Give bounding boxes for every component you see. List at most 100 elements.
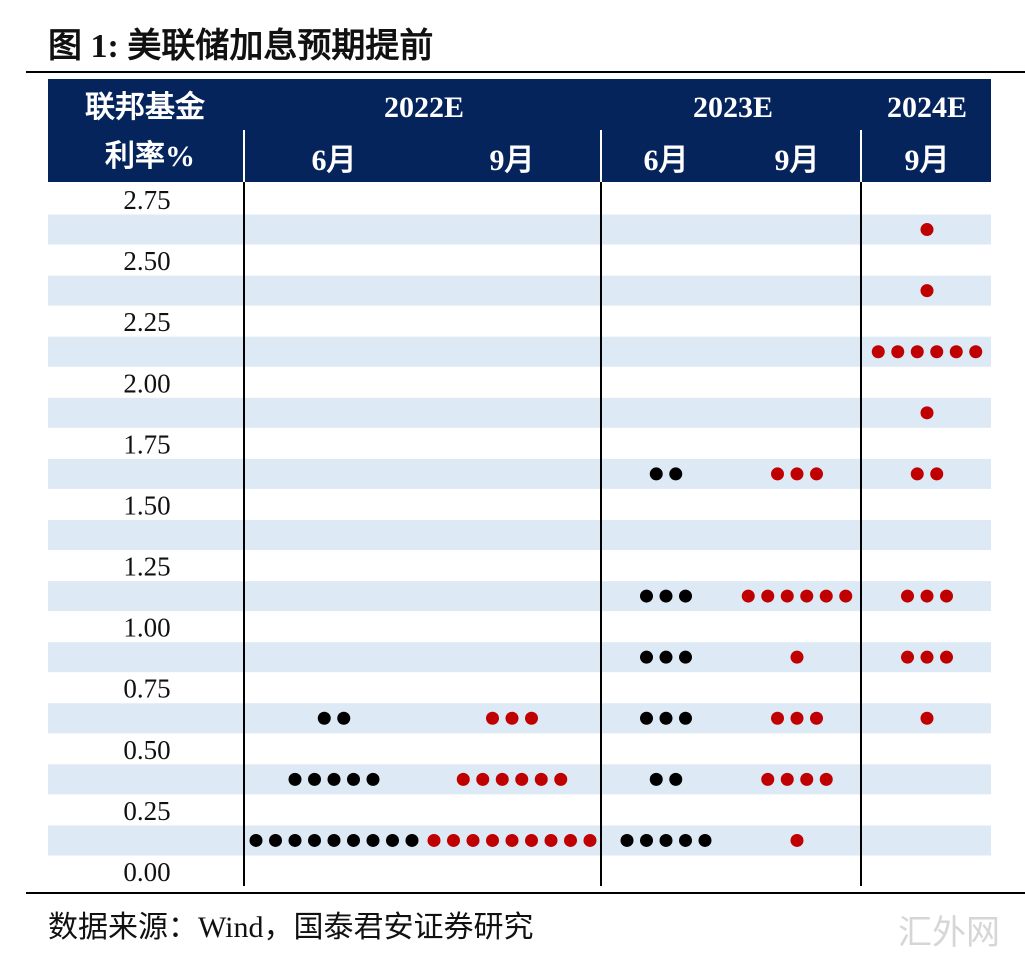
source-note: 数据来源：Wind，国泰君安证券研究 [48, 911, 534, 944]
ylabel-line2: 利率% [105, 140, 195, 173]
dot-2022E-6月 [337, 711, 351, 725]
dot-2023E-6月 [620, 833, 634, 847]
dot-2024E-9月 [930, 345, 944, 359]
bottom-rule [26, 892, 1025, 894]
dot-2023E-9月 [790, 711, 804, 725]
dot-2022E-6月 [288, 833, 302, 847]
dot-2023E-9月 [780, 589, 794, 603]
dot-2023E-6月 [659, 833, 673, 847]
y-tick-label: 2.00 [123, 368, 170, 398]
year-label-2023E: 2023E [693, 91, 773, 124]
dot-2022E-6月 [269, 833, 282, 847]
dot-2024E-9月 [920, 223, 934, 237]
dot-2023E-6月 [640, 833, 653, 847]
dot-2024E-9月 [901, 589, 914, 603]
dot-2022E-9月 [564, 833, 577, 847]
month-label-2022E-1: 9月 [490, 144, 535, 177]
dot-2022E-9月 [505, 711, 519, 725]
dot-2023E-9月 [771, 467, 784, 481]
dot-2024E-9月 [920, 711, 934, 725]
y-tick-label: 0.00 [123, 857, 170, 887]
dot-2022E-9月 [466, 833, 480, 847]
dot-2023E-6月 [669, 467, 683, 481]
dot-2024E-9月 [920, 284, 934, 298]
y-tick-label: 0.50 [123, 735, 170, 765]
dot-2023E-6月 [659, 711, 673, 725]
dot-2023E-9月 [790, 467, 804, 481]
band-row [48, 520, 991, 550]
y-tick-label: 0.75 [123, 674, 170, 704]
dot-2023E-6月 [649, 772, 663, 786]
dot-2022E-9月 [525, 833, 538, 847]
dot-2022E-9月 [486, 711, 499, 725]
ylabel-line1: 联邦基金 [85, 90, 206, 124]
dot-2023E-9月 [800, 589, 814, 603]
dot-2024E-9月 [920, 589, 934, 603]
dot-2022E-6月 [405, 833, 419, 847]
dot-2022E-6月 [327, 772, 341, 786]
dot-2022E-9月 [515, 772, 529, 786]
dot-2022E-6月 [366, 772, 380, 786]
dot-2024E-9月 [910, 345, 924, 359]
dot-2022E-6月 [347, 833, 360, 847]
dot-2022E-9月 [427, 833, 441, 847]
band-row [48, 275, 991, 306]
dot-2023E-6月 [669, 772, 683, 786]
band-row [48, 214, 991, 245]
y-tick-label: 2.50 [123, 246, 170, 276]
top-rule [26, 71, 1025, 73]
dot-2023E-9月 [741, 589, 755, 603]
dot-2024E-9月 [871, 345, 885, 359]
dot-2022E-9月 [534, 772, 548, 786]
dot-2022E-9月 [583, 833, 597, 847]
dot-2023E-6月 [679, 650, 692, 664]
year-label-2024E: 2024E [887, 91, 967, 124]
dot-2023E-6月 [698, 833, 712, 847]
month-label-2023E-2: 6月 [644, 144, 689, 177]
dot-2022E-9月 [525, 711, 538, 725]
dot-2022E-9月 [544, 833, 558, 847]
dot-2022E-6月 [347, 772, 360, 786]
dot-2023E-9月 [790, 650, 804, 664]
dot-2023E-6月 [659, 650, 673, 664]
dot-2024E-9月 [920, 406, 934, 420]
dot-2024E-9月 [891, 345, 905, 359]
dot-2022E-6月 [249, 833, 263, 847]
dot-2023E-9月 [761, 589, 775, 603]
dot-2023E-6月 [640, 650, 653, 664]
watermark: 汇外网 [898, 913, 1000, 953]
y-tick-label: 2.75 [123, 185, 170, 215]
dot-2023E-9月 [771, 711, 784, 725]
band-row [48, 581, 991, 612]
band-row [48, 642, 991, 673]
dot-2022E-6月 [386, 833, 399, 847]
dot-2024E-9月 [920, 650, 934, 664]
dot-2022E-9月 [554, 772, 568, 786]
dot-2022E-9月 [486, 833, 499, 847]
dot-2024E-9月 [940, 650, 953, 664]
band-row [48, 703, 991, 734]
dot-2022E-6月 [317, 711, 331, 725]
dot-2022E-6月 [327, 833, 341, 847]
dot-2022E-9月 [476, 772, 490, 786]
y-tick-label: 1.25 [123, 552, 170, 582]
band-row [48, 397, 991, 428]
y-tick-label: 0.25 [123, 796, 170, 826]
dot-2024E-9月 [940, 589, 953, 603]
y-tick-label: 2.25 [123, 307, 170, 337]
y-tick-label: 1.00 [123, 613, 170, 643]
dot-2023E-6月 [679, 589, 692, 603]
dot-2023E-9月 [810, 467, 823, 481]
dot-2022E-9月 [495, 772, 509, 786]
figure-title: 图 1: 美联储加息预期提前 [48, 28, 434, 65]
dot-2023E-9月 [810, 711, 823, 725]
dot-2022E-9月 [505, 833, 519, 847]
dot-2024E-9月 [910, 467, 924, 481]
dot-2023E-6月 [640, 589, 653, 603]
dot-2023E-9月 [819, 772, 833, 786]
dot-2023E-6月 [649, 467, 663, 481]
y-tick-label: 1.50 [123, 490, 170, 520]
month-label-2024E-4: 9月 [905, 144, 950, 177]
band-row [48, 825, 991, 856]
dot-2023E-9月 [819, 589, 833, 603]
